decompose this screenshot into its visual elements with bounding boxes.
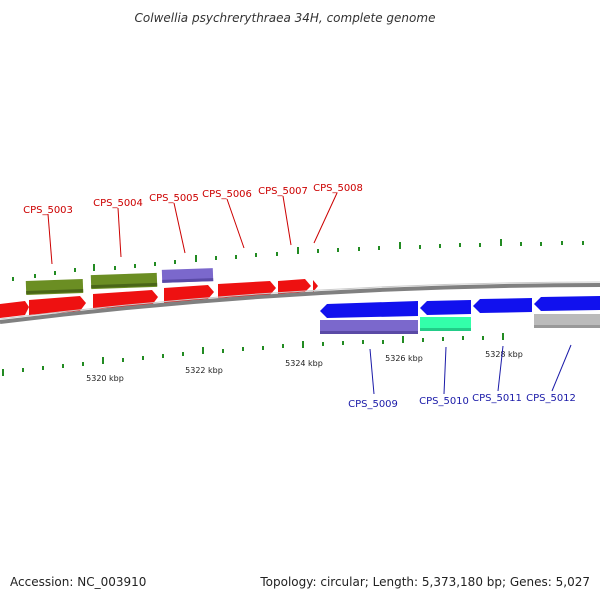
upper-features bbox=[25, 268, 214, 295]
lower-features bbox=[320, 314, 600, 334]
bottom-gene-labels: CPS_5009 CPS_5010 CPS_5011 CPS_5012 bbox=[348, 393, 576, 410]
gene-label-cps-5009[interactable]: CPS_5009 bbox=[348, 399, 398, 410]
genome-summary-text: Topology: circular; Length: 5,373,180 bp… bbox=[260, 575, 590, 589]
gene-label-cps-5004[interactable]: CPS_5004 bbox=[93, 198, 143, 209]
gene-label-cps-5005[interactable]: CPS_5005 bbox=[149, 193, 199, 204]
gene-label-cps-5003[interactable]: CPS_5003 bbox=[23, 205, 73, 216]
scale-label: 5320 kbp bbox=[86, 374, 124, 383]
genome-backbone bbox=[0, 283, 600, 324]
bottom-gene-leaders bbox=[369, 344, 572, 395]
scale-labels: 5320 kbp 5322 kbp 5324 kbp 5326 kbp 5328… bbox=[86, 350, 523, 383]
top-gene-labels: CPS_5003 CPS_5004 CPS_5005 CPS_5006 CPS_… bbox=[23, 183, 363, 216]
gene-label-cps-5006[interactable]: CPS_5006 bbox=[202, 189, 252, 200]
gene-label-cps-5012[interactable]: CPS_5012 bbox=[526, 393, 576, 404]
map-title: Colwellia psychrerythraea 34H, complete … bbox=[135, 11, 436, 25]
gene-label-cps-5010[interactable]: CPS_5010 bbox=[419, 396, 469, 407]
scale-label: 5326 kbp bbox=[385, 354, 423, 363]
gene-label-cps-5008[interactable]: CPS_5008 bbox=[313, 183, 363, 194]
accession-text: Accession: NC_003910 bbox=[10, 575, 147, 589]
gene-label-cps-5007[interactable]: CPS_5007 bbox=[258, 186, 308, 197]
scale-label: 5328 kbp bbox=[485, 350, 523, 359]
gene-label-cps-5011[interactable]: CPS_5011 bbox=[472, 393, 522, 404]
reverse-cds-arrows bbox=[320, 296, 600, 318]
scale-label: 5322 kbp bbox=[185, 366, 223, 375]
inner-ticks bbox=[2, 333, 504, 376]
scale-label: 5324 kbp bbox=[285, 359, 323, 368]
outer-ticks bbox=[12, 239, 584, 281]
top-gene-leaders bbox=[47, 192, 338, 265]
